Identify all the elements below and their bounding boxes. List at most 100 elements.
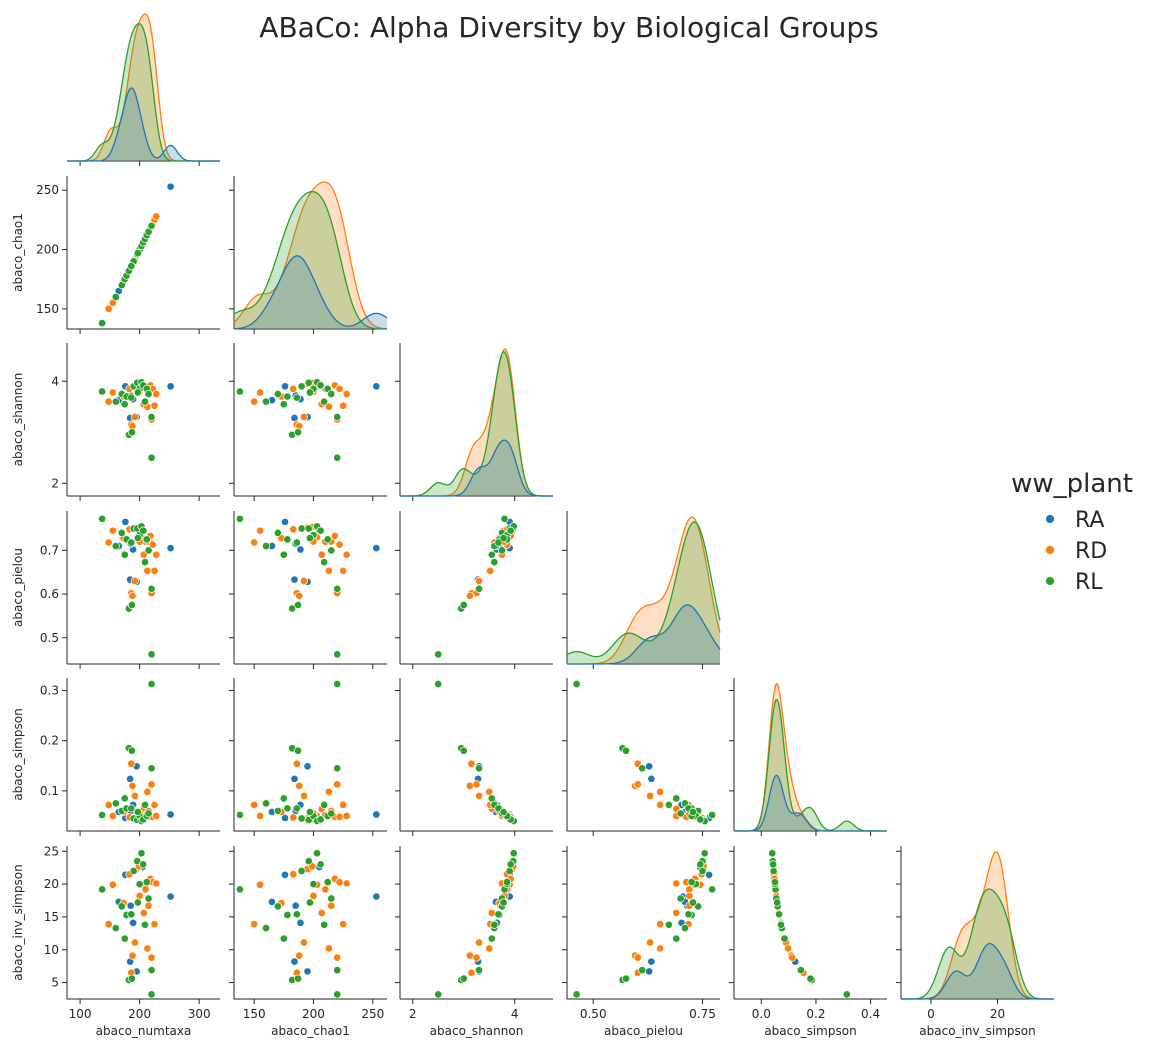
scatter-point-RL (235, 810, 244, 820)
kde-fill-RA (567, 604, 720, 664)
scatter-point-RL (459, 746, 468, 755)
scatter-point-RD (108, 388, 117, 397)
scatter-point-RD (256, 526, 265, 535)
y-tick-label: 0.7 (40, 543, 59, 557)
scatter-point-RL (304, 524, 313, 533)
scatter-point-RL (494, 910, 503, 919)
scatter-point-RL (506, 860, 515, 869)
scatter-point-RA (705, 870, 714, 879)
scatter-point-RL (283, 535, 292, 544)
scatter-point-RD (646, 938, 655, 947)
scatter-point-RL (261, 799, 271, 808)
scatter-point-RL (499, 898, 508, 907)
scatter-point-RD (128, 781, 137, 790)
scatter-point-RD (339, 920, 348, 929)
scatter-point-RL (283, 392, 292, 401)
y-axis-label-abaco_inv_simpson: abaco_inv_simpson (11, 864, 25, 980)
scatter-point-RL (98, 514, 107, 523)
scatter-point-RL (696, 815, 705, 824)
scatter-point-RD (299, 791, 309, 800)
scatter-point-RD (139, 908, 148, 918)
scatter-point-RL (333, 990, 342, 999)
scatter-point-RL (235, 885, 244, 894)
scatter-point-RL (129, 866, 138, 876)
scatter-point-RD (487, 908, 496, 918)
scatter-point-RL (327, 894, 336, 903)
scatter-point-RL (127, 393, 136, 402)
scatter-point-RL (572, 679, 581, 689)
scatter-point-RD (128, 951, 137, 960)
scatter-point-RD (256, 811, 265, 821)
y-tick-label: 0.1 (40, 784, 59, 798)
kde-fill-RD (67, 14, 220, 161)
y-tick-label: 10 (44, 943, 59, 957)
scatter-point-RL (292, 804, 301, 813)
scatter-point-RD (299, 412, 309, 422)
scatter-point-RL (279, 934, 288, 943)
scatter-point-RL (140, 800, 150, 809)
scatter-point-RL (305, 534, 314, 543)
scatter-point-RL (305, 898, 314, 907)
scatter-point-RA (280, 382, 290, 391)
x-axis-label-abaco_numtaxa: abaco_numtaxa (96, 1024, 192, 1038)
scatter-point-RL (127, 804, 136, 813)
scatter-point-RA (372, 382, 381, 391)
scatter-point-RL (323, 535, 332, 544)
scatter-point-RL (144, 389, 153, 399)
scatter-point-RD (143, 787, 152, 796)
y-tick-label: 0.6 (40, 587, 59, 601)
scatter-point-RA (166, 810, 175, 819)
panel-abaco_numtaxa-vs-abaco_numtaxa (67, 13, 220, 166)
y-tick-label: 0.5 (40, 631, 59, 645)
scatter-point-RL (806, 974, 815, 983)
scatter-point-RD (108, 526, 117, 535)
scatter-point-RL (796, 966, 805, 975)
scatter-point-RL (127, 262, 136, 271)
scatter-point-RL (776, 920, 786, 929)
scatter-point-RD (784, 944, 793, 953)
scatter-point-RL (323, 878, 332, 887)
scatter-point-RD (152, 811, 161, 821)
x-tick-label: 0 (927, 1007, 935, 1021)
kde-fill-RA (67, 88, 220, 161)
scatter-point-RD (130, 938, 139, 947)
scatter-point-RL (127, 600, 136, 610)
scatter-point-RL (305, 388, 314, 397)
scatter-point-RL (304, 378, 313, 387)
panel-abaco_pielou-vs-abaco_shannon (395, 511, 553, 669)
kde-line-RD (233, 181, 388, 330)
scatter-point-RD (130, 791, 139, 800)
panel-abaco_pielou-vs-abaco_numtaxa: 0.5 0.6 0.7 abaco_pielou (11, 511, 220, 669)
scatter-point-RL (333, 584, 342, 593)
scatter-point-RD (646, 791, 655, 800)
scatter-point-RA (280, 517, 290, 526)
scatter-point-RD (104, 538, 113, 547)
scatter-point-RD (250, 800, 259, 809)
scatter-point-RL (434, 990, 443, 999)
scatter-point-RL (293, 600, 303, 610)
scatter-point-RL (688, 807, 697, 816)
scatter-point-RL (676, 809, 685, 818)
kde-line-RL (566, 521, 721, 658)
scatter-point-RD (150, 920, 159, 929)
scatter-point-RA (303, 967, 312, 976)
panel-abaco_shannon-vs-abaco_shannon (395, 343, 553, 501)
scatter-point-RL (434, 650, 443, 659)
scatter-point-RD (143, 566, 152, 575)
panel-abaco_inv_simpson-vs-abaco_pielou: 0.50 0.75 abaco_pielou (562, 846, 720, 1038)
scatter-point-RL (147, 453, 156, 462)
scatter-point-RL (327, 389, 336, 399)
scatter-point-RD (289, 870, 298, 879)
scatter-point-RD (335, 812, 344, 822)
y-axis-label-abaco_shannon: abaco_shannon (11, 373, 25, 467)
scatter-point-RD (633, 780, 642, 789)
scatter-point-RD (104, 397, 113, 406)
scatter-point-RD (685, 891, 694, 900)
scatter-point-RL (316, 381, 325, 390)
scatter-point-RD (148, 540, 157, 549)
kde-line-RA (400, 439, 553, 497)
legend-title: ww_plant (1011, 469, 1133, 499)
kde-fill-RA (234, 255, 387, 329)
scatter-point-RL (769, 860, 778, 869)
scatter-point-RL (261, 397, 271, 406)
